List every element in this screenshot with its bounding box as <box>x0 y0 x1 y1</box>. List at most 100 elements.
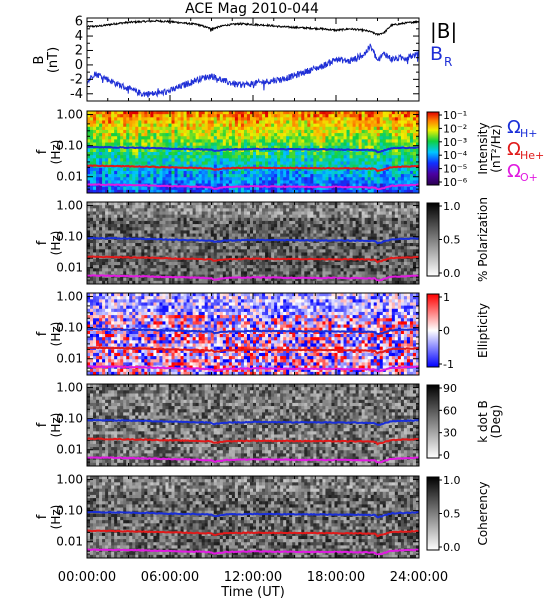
polarization-cell <box>289 227 293 231</box>
intensity-cell <box>87 155 91 159</box>
polarization-cell <box>268 246 272 250</box>
polarization-cell <box>108 265 112 269</box>
polarization-cell <box>268 220 272 225</box>
intensity-cell <box>135 117 139 121</box>
polarization-cell <box>99 258 103 263</box>
intensity-cell <box>171 177 175 181</box>
intensity-cell <box>328 186 332 191</box>
intensity-cell <box>301 129 305 134</box>
intensity-cell <box>349 164 353 169</box>
polarization-cell <box>253 233 257 238</box>
intensity-cell <box>111 139 115 143</box>
intensity-cell <box>156 180 160 184</box>
intensity-cell <box>222 177 227 181</box>
polarization-cell <box>307 239 311 244</box>
intensity-cell <box>96 129 100 134</box>
polarization-cell <box>183 217 187 222</box>
intensity-cell <box>388 186 393 191</box>
intensity-cell <box>213 174 218 178</box>
intensity-cell <box>150 180 154 184</box>
polarization-cell <box>90 227 94 231</box>
polarization-cell <box>313 271 317 275</box>
intensity-cell <box>150 111 154 115</box>
intensity-cell <box>355 174 360 178</box>
intensity-cell <box>159 170 163 175</box>
polarization-cell <box>237 265 242 269</box>
intensity-cell <box>246 189 251 194</box>
intensity-colorbar-tick-label: 10⁻⁴ <box>443 149 468 162</box>
polarization-cell <box>246 211 251 216</box>
intensity-cell <box>280 148 284 153</box>
intensity-cell <box>292 186 296 191</box>
intensity-cell <box>370 136 375 140</box>
intensity-cell <box>144 170 148 175</box>
intensity-cell <box>123 189 127 194</box>
polarization-cell <box>259 255 263 260</box>
intensity-cell <box>183 174 187 178</box>
intensity-cell <box>150 174 154 178</box>
intensity-cell <box>168 158 172 162</box>
intensity-cell <box>256 148 260 153</box>
intensity-cell <box>415 148 420 153</box>
intensity-cell <box>219 164 224 169</box>
polarization-cell <box>204 243 209 247</box>
intensity-cell <box>337 186 341 191</box>
polarization-cell <box>114 233 118 238</box>
intensity-cell <box>355 186 360 191</box>
polarization-cell <box>177 224 181 228</box>
polarization-cell <box>259 252 263 257</box>
polarization-cell <box>259 249 263 253</box>
intensity-cell <box>277 164 281 169</box>
intensity-cell <box>126 142 130 147</box>
intensity-cell <box>153 177 157 181</box>
polarization-cell <box>87 211 91 216</box>
polarization-cell <box>283 205 287 209</box>
intensity-cell <box>144 177 148 181</box>
polarization-cell <box>144 252 148 257</box>
intensity-cell <box>162 170 166 175</box>
polarization-cell <box>159 205 163 209</box>
polarization-cell <box>301 265 305 269</box>
polarization-cell <box>147 277 151 282</box>
polarization-cell <box>129 243 133 247</box>
intensity-cell <box>129 114 133 118</box>
intensity-cell <box>379 183 384 188</box>
intensity-cell <box>361 126 366 131</box>
intensity-cell <box>337 129 341 134</box>
polarization-cell <box>228 202 233 206</box>
intensity-cell <box>370 164 375 169</box>
intensity-cell <box>126 123 130 128</box>
intensity-cell <box>198 161 203 166</box>
intensity-cell <box>213 161 218 166</box>
intensity-cell <box>201 189 206 194</box>
intensity-cell <box>373 161 378 166</box>
intensity-cell <box>120 189 124 194</box>
polarization-cell <box>243 205 248 209</box>
intensity-cell <box>292 180 296 184</box>
polarization-cell <box>126 205 130 209</box>
intensity-cell <box>120 174 124 178</box>
polarization-cell <box>177 230 181 234</box>
polarization-cell <box>177 236 181 241</box>
polarization-cell <box>162 280 166 285</box>
polarization-cell <box>237 205 242 209</box>
intensity-cell <box>189 180 194 184</box>
polarization-cell <box>256 208 260 212</box>
polarization-cell <box>171 211 175 216</box>
intensity-cell <box>310 183 314 188</box>
polarization-cell <box>225 220 230 225</box>
polarization-cell <box>228 268 233 272</box>
intensity-cell <box>159 189 163 194</box>
intensity-cell <box>216 174 221 178</box>
intensity-cell <box>174 114 178 118</box>
polarization-cell <box>271 205 275 209</box>
intensity-cell <box>346 164 350 169</box>
polarization-cell <box>177 227 181 231</box>
polarization-cell <box>259 271 263 275</box>
intensity-cell <box>322 111 326 115</box>
intensity-cell <box>171 120 175 125</box>
intensity-cell <box>219 129 224 134</box>
intensity-cell <box>406 158 411 162</box>
intensity-cell <box>234 117 239 121</box>
intensity-cell <box>195 183 200 188</box>
